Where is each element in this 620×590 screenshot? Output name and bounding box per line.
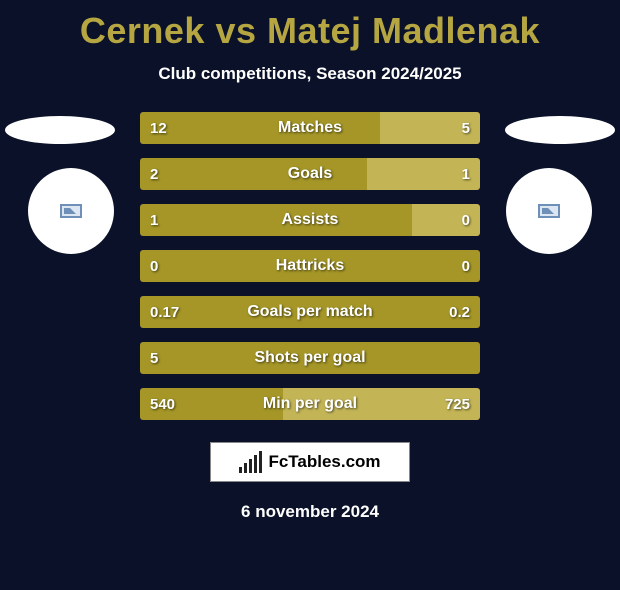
- bar-left: [140, 158, 367, 190]
- bar-left: [140, 296, 480, 328]
- stat-rows: Matches125 Goals21 Assists10 Hattricks00 Goa…: [140, 112, 480, 420]
- bar-right: [283, 388, 480, 420]
- player-right-decor: [500, 112, 620, 272]
- bar-left: [140, 112, 380, 144]
- stat-row: Goals per match0.170.2: [140, 296, 480, 328]
- subtitle: Club competitions, Season 2024/2025: [0, 64, 620, 84]
- bar-right: [367, 158, 480, 190]
- logo-text: FcTables.com: [268, 452, 380, 472]
- stats-area: Matches125 Goals21 Assists10 Hattricks00 Goa…: [0, 112, 620, 420]
- player-right-avatar: [506, 168, 592, 254]
- bars-icon: [239, 451, 262, 473]
- stat-row: Goals21: [140, 158, 480, 190]
- stat-row: Shots per goal5: [140, 342, 480, 374]
- player-left-decor: [0, 112, 120, 272]
- image-placeholder-icon: [60, 204, 82, 218]
- bar-right: [412, 204, 480, 236]
- bar-left: [140, 388, 283, 420]
- page-title: Cernek vs Matej Madlenak: [0, 10, 620, 52]
- bar-left: [140, 342, 480, 374]
- bar-left: [140, 204, 412, 236]
- image-placeholder-icon: [538, 204, 560, 218]
- ellipse-icon: [505, 116, 615, 144]
- date-text: 6 november 2024: [0, 502, 620, 522]
- stat-row: Assists10: [140, 204, 480, 236]
- player-left-avatar: [28, 168, 114, 254]
- stat-row: Hattricks00: [140, 250, 480, 282]
- stat-row: Matches125: [140, 112, 480, 144]
- bar-left: [140, 250, 480, 282]
- ellipse-icon: [5, 116, 115, 144]
- bar-right: [380, 112, 480, 144]
- stat-row: Min per goal540725: [140, 388, 480, 420]
- fctables-logo: FcTables.com: [210, 442, 410, 482]
